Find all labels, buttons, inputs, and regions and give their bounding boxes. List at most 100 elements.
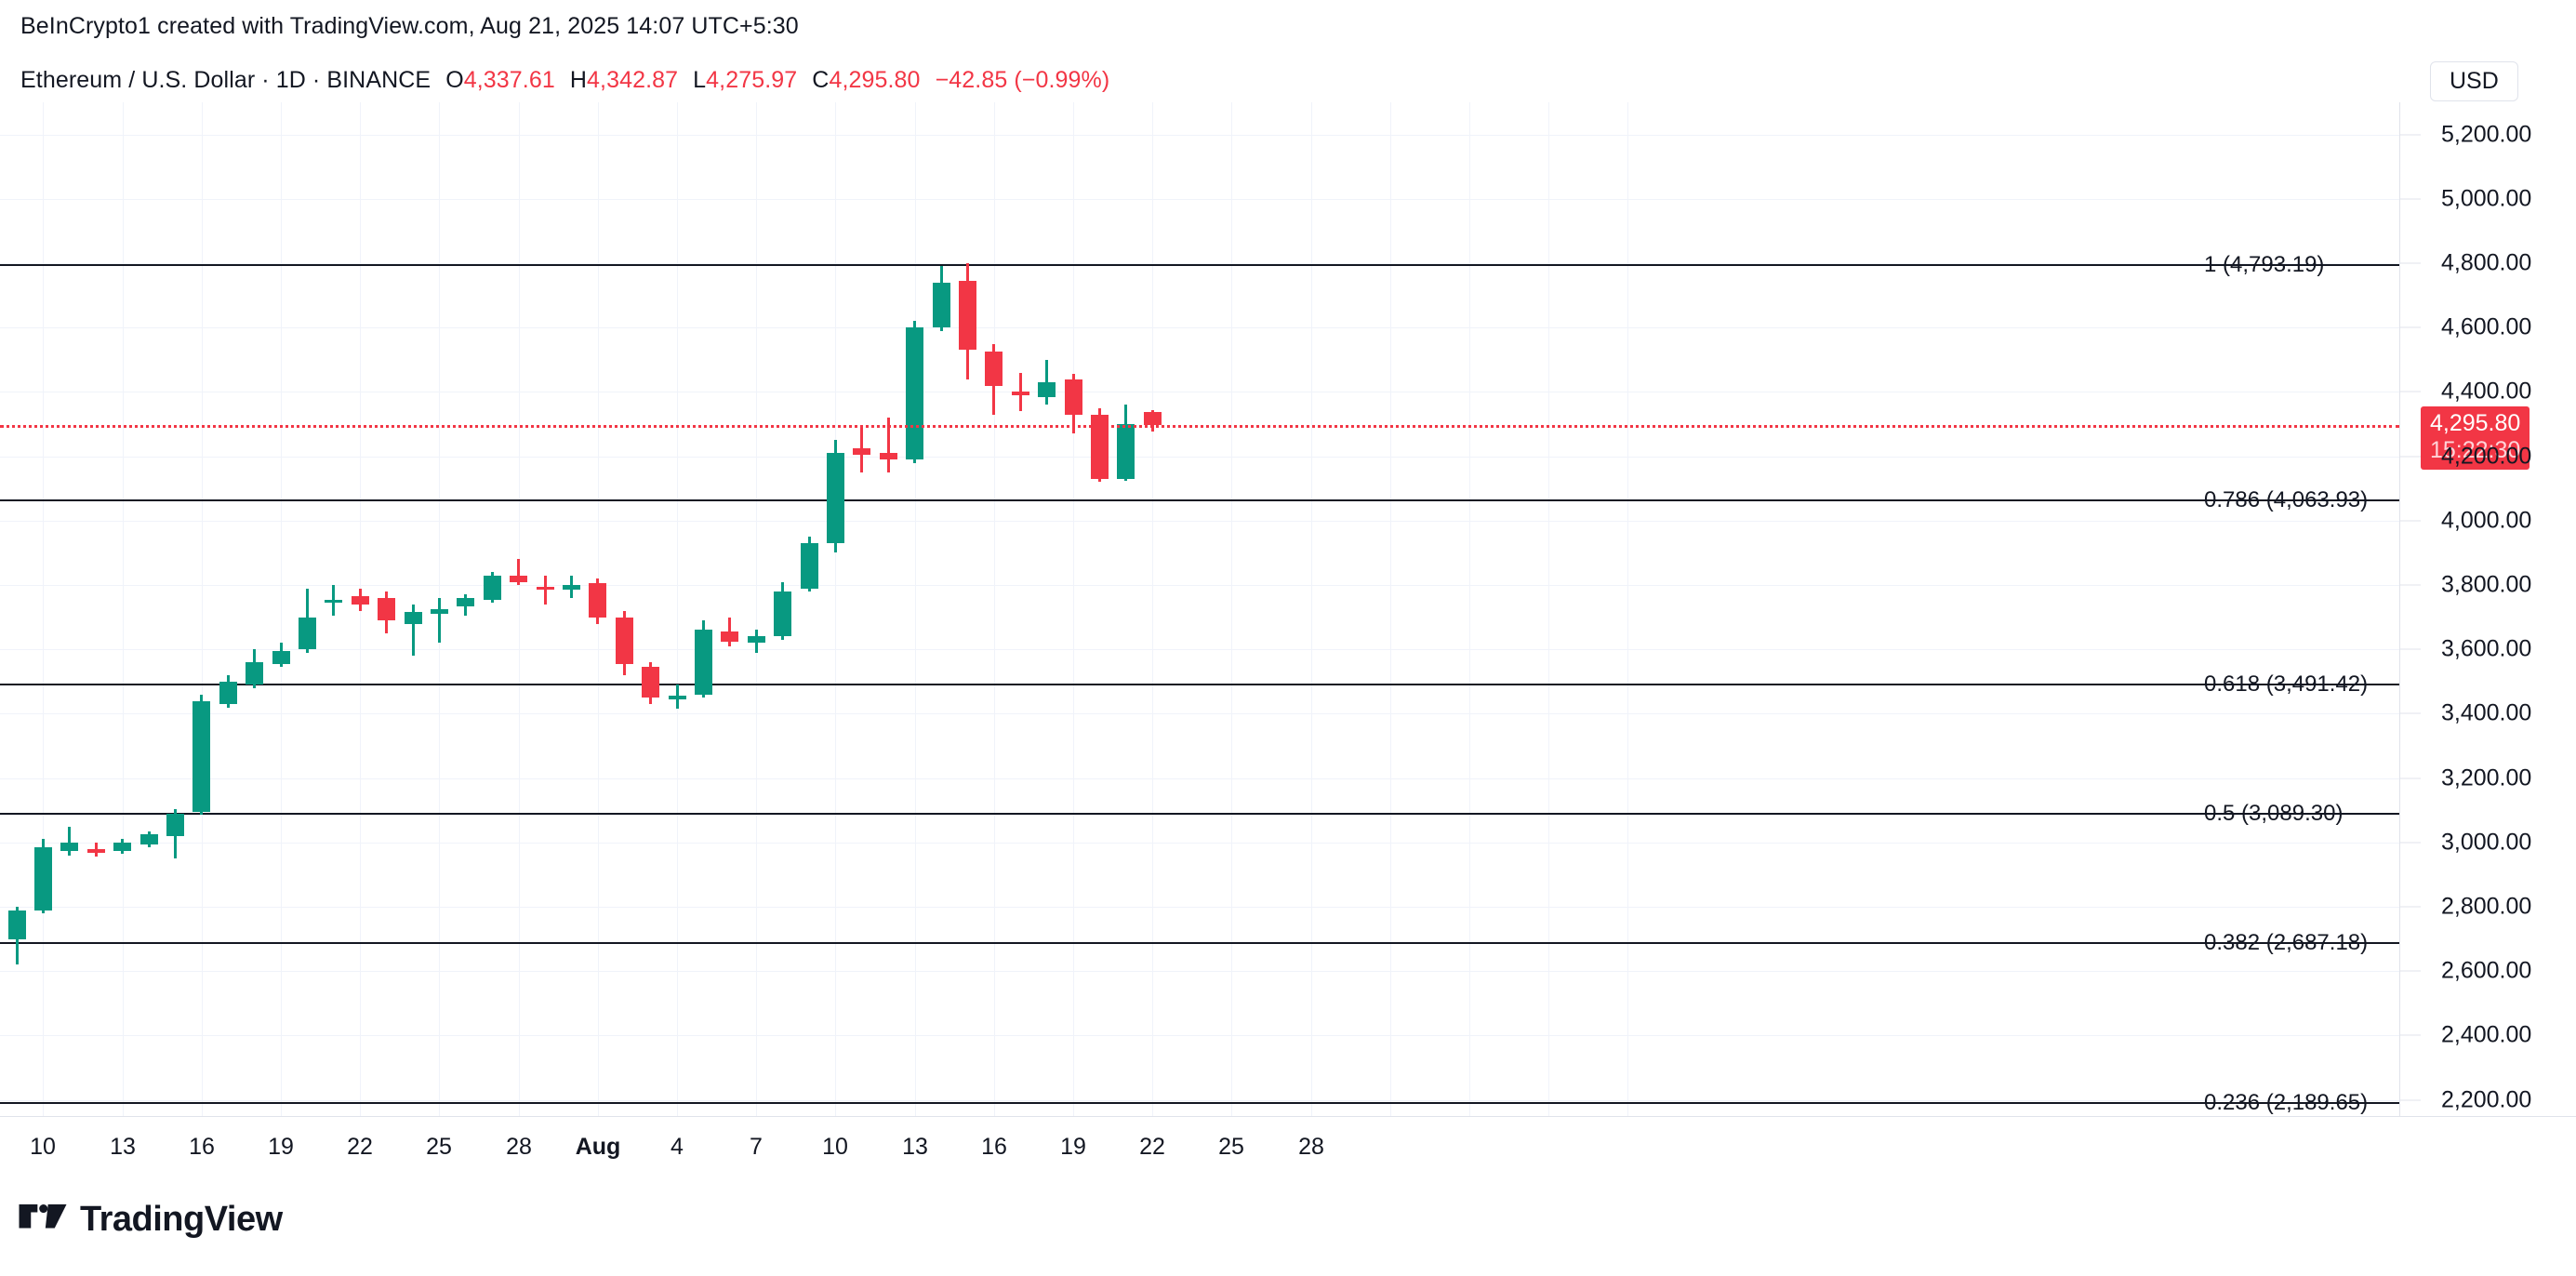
candlestick[interactable] [642,102,660,1116]
candlestick[interactable] [351,102,369,1116]
candlestick[interactable] [298,102,316,1116]
candlestick[interactable] [246,102,264,1116]
current-price-value: 4,295.80 [2430,410,2521,437]
current-price-time: 15:22:30 [2430,437,2521,464]
fib-level-dash [2377,812,2390,815]
chart-plot-area[interactable]: 1 (4,793.19) 0.786 (4,063.93) 0.618 (3,491… [0,102,2399,1116]
current-price-tag: 4,295.80 15:22:30 [2421,406,2530,471]
fib-level-line[interactable] [0,1102,2399,1105]
candlestick[interactable] [826,102,844,1116]
price-tick-label: 5,200.00 [2441,121,2532,148]
candlestick[interactable] [747,102,765,1116]
candlestick[interactable] [932,102,950,1116]
candle-body [562,585,580,591]
candlestick[interactable] [800,102,818,1116]
candle-body [800,543,818,589]
vertical-gridline [519,102,520,1116]
candle-body [721,631,739,642]
candle-wick [68,826,72,856]
candlestick[interactable] [694,102,712,1116]
price-tick-dash [2400,648,2421,650]
candlestick[interactable] [668,102,686,1116]
candle-body [60,842,79,851]
candlestick[interactable] [219,102,237,1116]
candlestick[interactable] [325,102,343,1116]
fib-level-label: 0.786 (4,063.93) [2204,486,2369,512]
candlestick[interactable] [7,102,26,1116]
currency-badge[interactable]: USD [2430,61,2518,101]
fib-level-line[interactable] [0,683,2399,685]
time-tick-label: 10 [30,1134,56,1160]
candlestick[interactable] [1064,102,1082,1116]
candle-body [879,453,897,460]
candle-body [985,352,1003,386]
candlestick[interactable] [562,102,580,1116]
candlestick[interactable] [1090,102,1109,1116]
candlestick[interactable] [615,102,633,1116]
candlestick[interactable] [430,102,448,1116]
candlestick[interactable] [404,102,422,1116]
candlestick[interactable] [906,102,924,1116]
candlestick[interactable] [457,102,475,1116]
candlestick[interactable] [272,102,290,1116]
price-tick-label: 2,800.00 [2441,893,2532,920]
candlestick[interactable] [1011,102,1029,1116]
candlestick[interactable] [139,102,158,1116]
candle-wick [517,559,521,586]
legend-open-value: 4,337.61 [463,67,555,93]
vertical-gridline [915,102,916,1116]
fib-level-line[interactable] [0,942,2399,945]
legend-separator-1: · [261,67,270,93]
candlestick[interactable] [33,102,52,1116]
fib-level-line[interactable] [0,498,2399,501]
vertical-gridline [1073,102,1074,1116]
candlestick[interactable] [958,102,976,1116]
candle-body [1038,382,1056,397]
candle-body [166,813,184,836]
price-tick-dash [2400,520,2421,522]
fib-level-line[interactable] [0,812,2399,815]
candlestick[interactable] [113,102,132,1116]
fib-level-line[interactable] [0,264,2399,267]
vertical-gridline [1311,102,1312,1116]
legend-low-value: 4,275.97 [706,67,798,93]
candle-wick [886,418,890,472]
time-axis[interactable]: 10 13 16 19 22 25 28 Aug 4 7 10 13 16 19 22 25 28 [0,1116,2576,1174]
horizontal-gridline [0,327,2399,329]
candlestick[interactable] [589,102,607,1116]
price-axis[interactable]: USD 4,295.80 15:22:30 5,200.00 5,000.00 4,… [2399,61,2576,1116]
candlestick[interactable] [536,102,554,1116]
candlestick[interactable] [1117,102,1135,1116]
candlestick[interactable] [721,102,739,1116]
vertical-gridline [1152,102,1153,1116]
vertical-gridline [756,102,757,1116]
candlestick[interactable] [193,102,211,1116]
vertical-gridline [994,102,995,1116]
price-tick-label: 3,400.00 [2441,699,2532,726]
tradingview-logo-icon [19,1203,67,1228]
candlestick[interactable] [86,102,105,1116]
candlestick[interactable] [879,102,897,1116]
candlestick[interactable] [166,102,184,1116]
vertical-gridline [281,102,282,1116]
candlestick[interactable] [510,102,528,1116]
legend-interval[interactable]: 1D [275,67,306,93]
candlestick[interactable] [774,102,792,1116]
candlestick[interactable] [1038,102,1056,1116]
candle-body [642,667,660,698]
candlestick[interactable] [378,102,396,1116]
fib-level-label: 0.5 (3,089.30) [2204,800,2344,826]
candlestick[interactable] [985,102,1003,1116]
time-tick-label: 4 [671,1134,684,1160]
candlestick[interactable] [1143,102,1162,1116]
candle-body [536,586,554,590]
candlestick[interactable] [483,102,501,1116]
candlestick[interactable] [60,102,79,1116]
time-tick-label: 13 [110,1134,136,1160]
horizontal-gridline [0,263,2399,265]
candlestick[interactable] [853,102,871,1116]
legend-symbol[interactable]: Ethereum / U.S. Dollar [20,67,256,93]
candle-body [906,327,924,460]
horizontal-gridline [0,778,2399,779]
price-tick-dash [2400,1099,2421,1101]
